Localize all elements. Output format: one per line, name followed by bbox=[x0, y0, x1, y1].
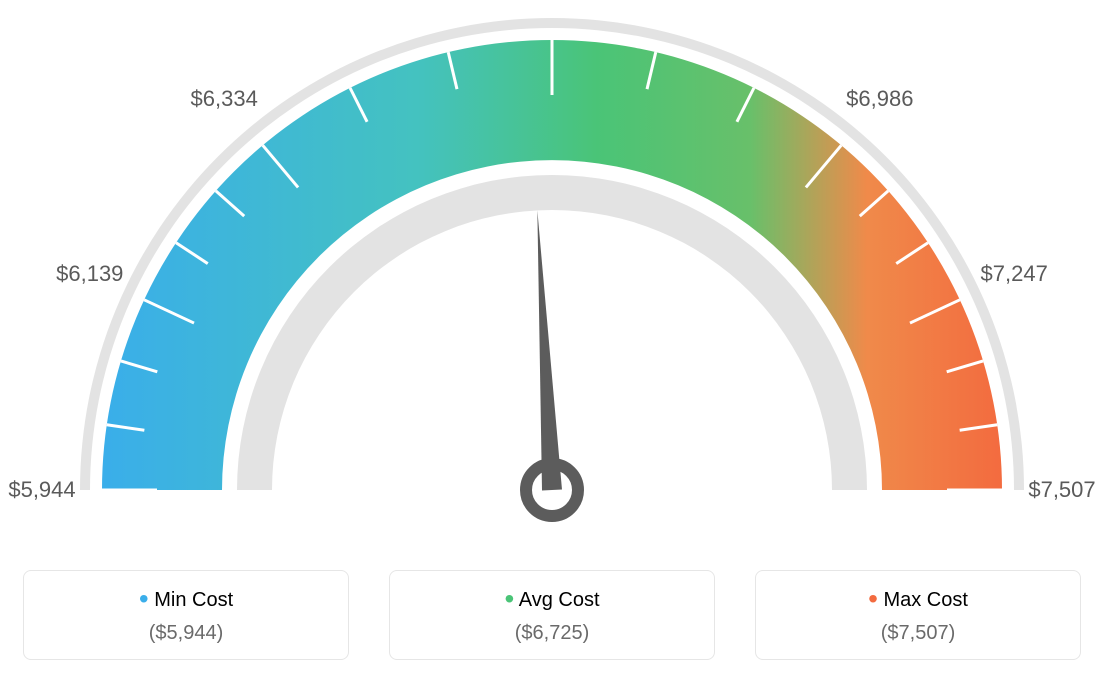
legend-value-avg: ($6,725) bbox=[402, 622, 702, 645]
legend-row: • Min Cost ($5,944) • Avg Cost ($6,725) … bbox=[0, 570, 1104, 660]
legend-title-max: • Max Cost bbox=[768, 589, 1068, 612]
gauge-svg bbox=[0, 0, 1104, 560]
legend-title-text: Max Cost bbox=[883, 589, 967, 611]
legend-value-min: ($5,944) bbox=[36, 622, 336, 645]
legend-title-avg: • Avg Cost bbox=[402, 589, 702, 612]
gauge-tick-label: $6,986 bbox=[846, 86, 913, 112]
dot-icon: • bbox=[504, 583, 514, 614]
legend-title-min: • Min Cost bbox=[36, 589, 336, 612]
gauge-tick-label: $7,247 bbox=[981, 261, 1048, 287]
chart-container: $5,944$6,139$6,334$6,725$6,986$7,247$7,5… bbox=[0, 0, 1104, 690]
legend-card-avg: • Avg Cost ($6,725) bbox=[389, 570, 715, 660]
gauge-tick-label: $6,139 bbox=[56, 261, 123, 287]
dot-icon: • bbox=[139, 583, 149, 614]
gauge-tick-label: $7,507 bbox=[1028, 477, 1095, 503]
legend-card-min: • Min Cost ($5,944) bbox=[23, 570, 349, 660]
legend-card-max: • Max Cost ($7,507) bbox=[755, 570, 1081, 660]
gauge-tick-label: $5,944 bbox=[8, 477, 75, 503]
legend-value-max: ($7,507) bbox=[768, 622, 1068, 645]
legend-title-text: Min Cost bbox=[154, 589, 233, 611]
gauge-chart: $5,944$6,139$6,334$6,725$6,986$7,247$7,5… bbox=[0, 0, 1104, 560]
gauge-tick-label: $6,334 bbox=[191, 86, 258, 112]
legend-title-text: Avg Cost bbox=[519, 589, 600, 611]
dot-icon: • bbox=[868, 583, 878, 614]
